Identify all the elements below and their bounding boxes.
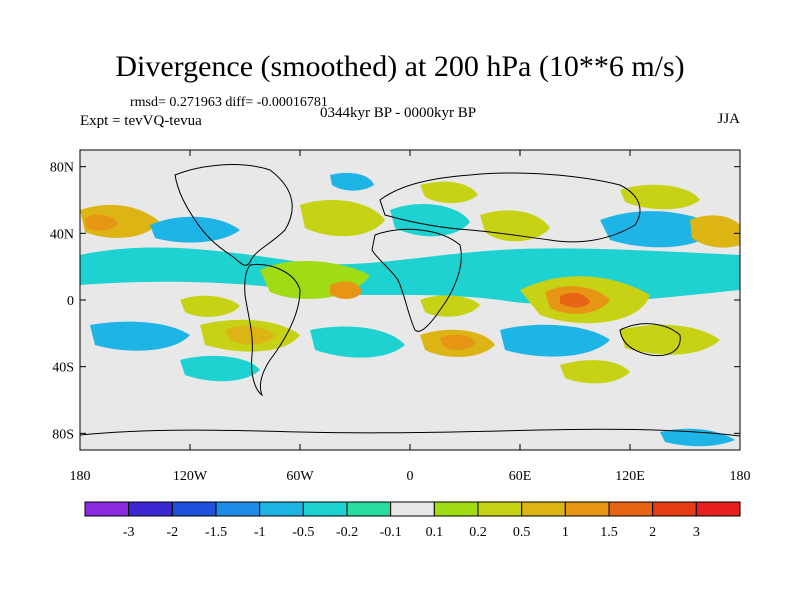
x-tick-label: 120E [615,469,645,484]
colorbar-label: -0.1 [380,525,402,540]
colorbar-swatch [608,501,654,517]
coastlines [80,164,740,437]
x-tick-label: 0 [407,469,414,484]
colorbar-swatch [128,501,173,517]
colorbar-label: 1 [562,525,569,540]
colorbar-swatch [521,501,566,517]
colorbar-swatch [84,501,130,517]
x-tick-label: 60W [286,469,314,484]
colorbar-label: -3 [123,525,135,540]
colorbar-swatch [433,501,479,517]
x-tick-label: 60E [509,469,532,484]
colorbar-swatch [171,501,217,517]
colorbar-swatch [346,501,392,517]
y-tick-label: 40S [52,361,74,376]
colorbar-swatch [564,501,610,517]
colorbar-swatch [302,501,348,517]
colorbar-label: -0.5 [292,525,314,540]
y-tick-label: 40N [50,227,74,242]
colorbar-swatch [259,501,304,517]
y-tick-label: 0 [67,294,74,309]
colorbar-label: 1.5 [600,525,618,540]
colorbar-swatch [390,501,435,517]
colorbar-label: 2 [649,525,656,540]
stats-text: rmsd= 0.271963 diff= -0.00016781 [130,95,328,110]
colorbar-swatch [477,501,523,517]
divergence-field [80,172,740,447]
x-tick-label: 120W [173,469,208,484]
colorbar-swatch [695,501,741,517]
colorbar-label: 0.5 [513,525,531,540]
colorbar-label: -1 [254,525,266,540]
colorbar-label: 0.1 [426,525,444,540]
colorbar-swatch [215,501,261,517]
y-tick-label: 80N [50,161,74,176]
colorbar-label: -0.2 [336,525,358,540]
colorbar-label: 0.2 [469,525,487,540]
experiment-label: Expt = tevVQ-tevua [80,113,202,129]
chart-title: Divergence (smoothed) at 200 hPa (10**6 … [115,50,685,83]
period-label: 0344kyr BP - 0000kyr BP [320,105,477,121]
colorbar: -3 -2 -1.5 -1 -0.5 -0.2 -0.1 0.1 0.2 0.5 1 1.5 2 3 [84,501,741,540]
colorbar-label: 3 [693,525,700,540]
y-tick-label: 80S [52,427,74,442]
season-label: JJA [717,111,740,127]
x-tick-label: 180 [70,469,91,484]
colorbar-swatch [652,501,697,517]
colorbar-label: -1.5 [205,525,227,540]
colorbar-label: -2 [166,525,178,540]
x-tick-label: 180 [730,469,751,484]
